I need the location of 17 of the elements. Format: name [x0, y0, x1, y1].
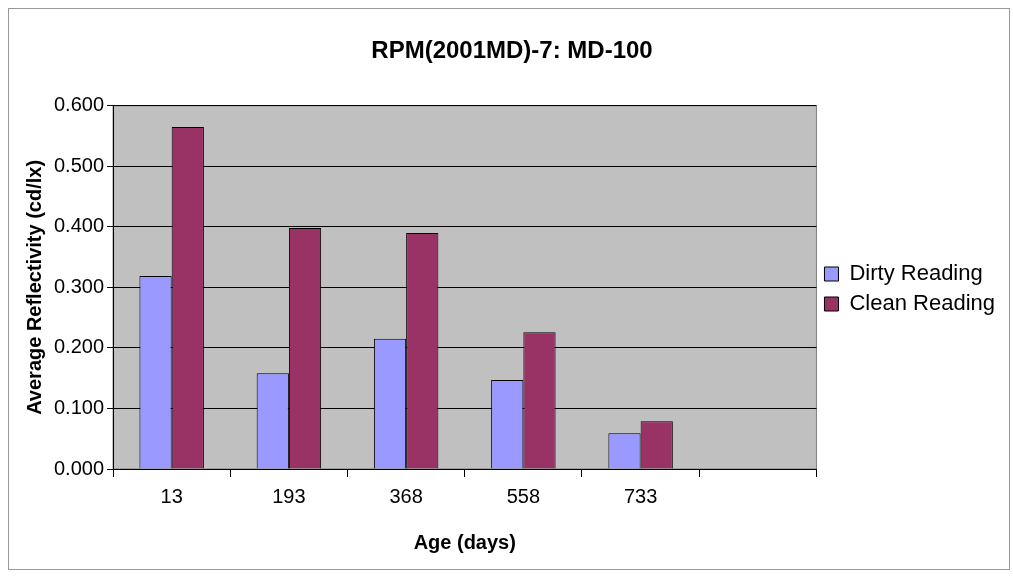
- x-tick-label: 368: [389, 484, 423, 507]
- x-tick-label: 13: [160, 484, 183, 507]
- x-tick-label: 558: [506, 484, 541, 507]
- y-tick-label: 0.200: [53, 335, 105, 358]
- y-tick-label: 0.100: [53, 395, 105, 418]
- y-tick-label: 0.300: [53, 274, 105, 297]
- chart-title: RPM(2001MD)-7: MD-100: [371, 36, 653, 64]
- legend-label: Clean Reading: [849, 290, 995, 316]
- y-tick-label: 0.500: [53, 153, 105, 176]
- x-tick-label: 733: [623, 484, 658, 507]
- x-axis-title: Age (days): [413, 530, 516, 553]
- legend-label: Dirty Reading: [849, 260, 983, 286]
- y-tick-label: 0.400: [53, 214, 105, 237]
- x-tick-label: 193: [272, 484, 306, 507]
- y-tick-label: 0.600: [53, 93, 105, 116]
- y-tick-label: 0.000: [53, 456, 105, 479]
- y-axis-title: Average Reflectivity (cd/lx): [22, 159, 45, 415]
